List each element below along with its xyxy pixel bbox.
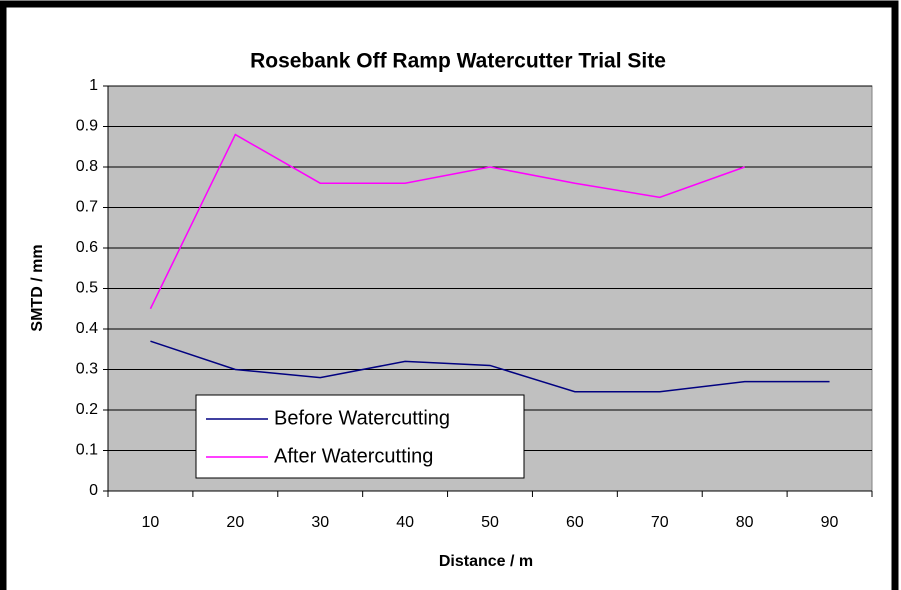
legend-label: After Watercutting bbox=[274, 445, 433, 467]
chart-title: Rosebank Off Ramp Watercutter Trial Site bbox=[250, 50, 666, 73]
x-tick-label: 20 bbox=[226, 514, 244, 531]
x-tick-label: 30 bbox=[311, 514, 329, 531]
y-tick-label: 0.1 bbox=[76, 442, 98, 459]
x-tick-label: 90 bbox=[821, 514, 839, 531]
y-tick-label: 0.6 bbox=[76, 239, 98, 256]
x-axis-title: Distance / m bbox=[439, 553, 533, 570]
series-line bbox=[149, 133, 745, 310]
x-tick-label: 50 bbox=[481, 514, 499, 531]
legend-label: Before Watercutting bbox=[274, 407, 450, 429]
y-tick-label: 1 bbox=[89, 77, 98, 94]
y-tick-label: 0 bbox=[89, 482, 98, 499]
legend-box bbox=[195, 394, 525, 479]
y-tick-label: 0.3 bbox=[76, 361, 98, 378]
x-tick-label: 80 bbox=[736, 514, 754, 531]
y-tick-label: 0.7 bbox=[76, 199, 98, 216]
x-tick-label: 40 bbox=[396, 514, 414, 531]
y-tick-label: 0.8 bbox=[76, 158, 98, 175]
series-line bbox=[150, 340, 830, 393]
x-tick-label: 10 bbox=[142, 514, 160, 531]
x-tick-label: 70 bbox=[651, 514, 669, 531]
y-tick-label: 0.5 bbox=[76, 280, 98, 297]
x-tick-label: 60 bbox=[566, 514, 584, 531]
y-tick-label: 0.2 bbox=[76, 401, 98, 418]
y-axis-title: SMTD / mm bbox=[29, 244, 46, 331]
y-tick-label: 0.9 bbox=[76, 118, 98, 135]
y-tick-label: 0.4 bbox=[76, 320, 98, 337]
